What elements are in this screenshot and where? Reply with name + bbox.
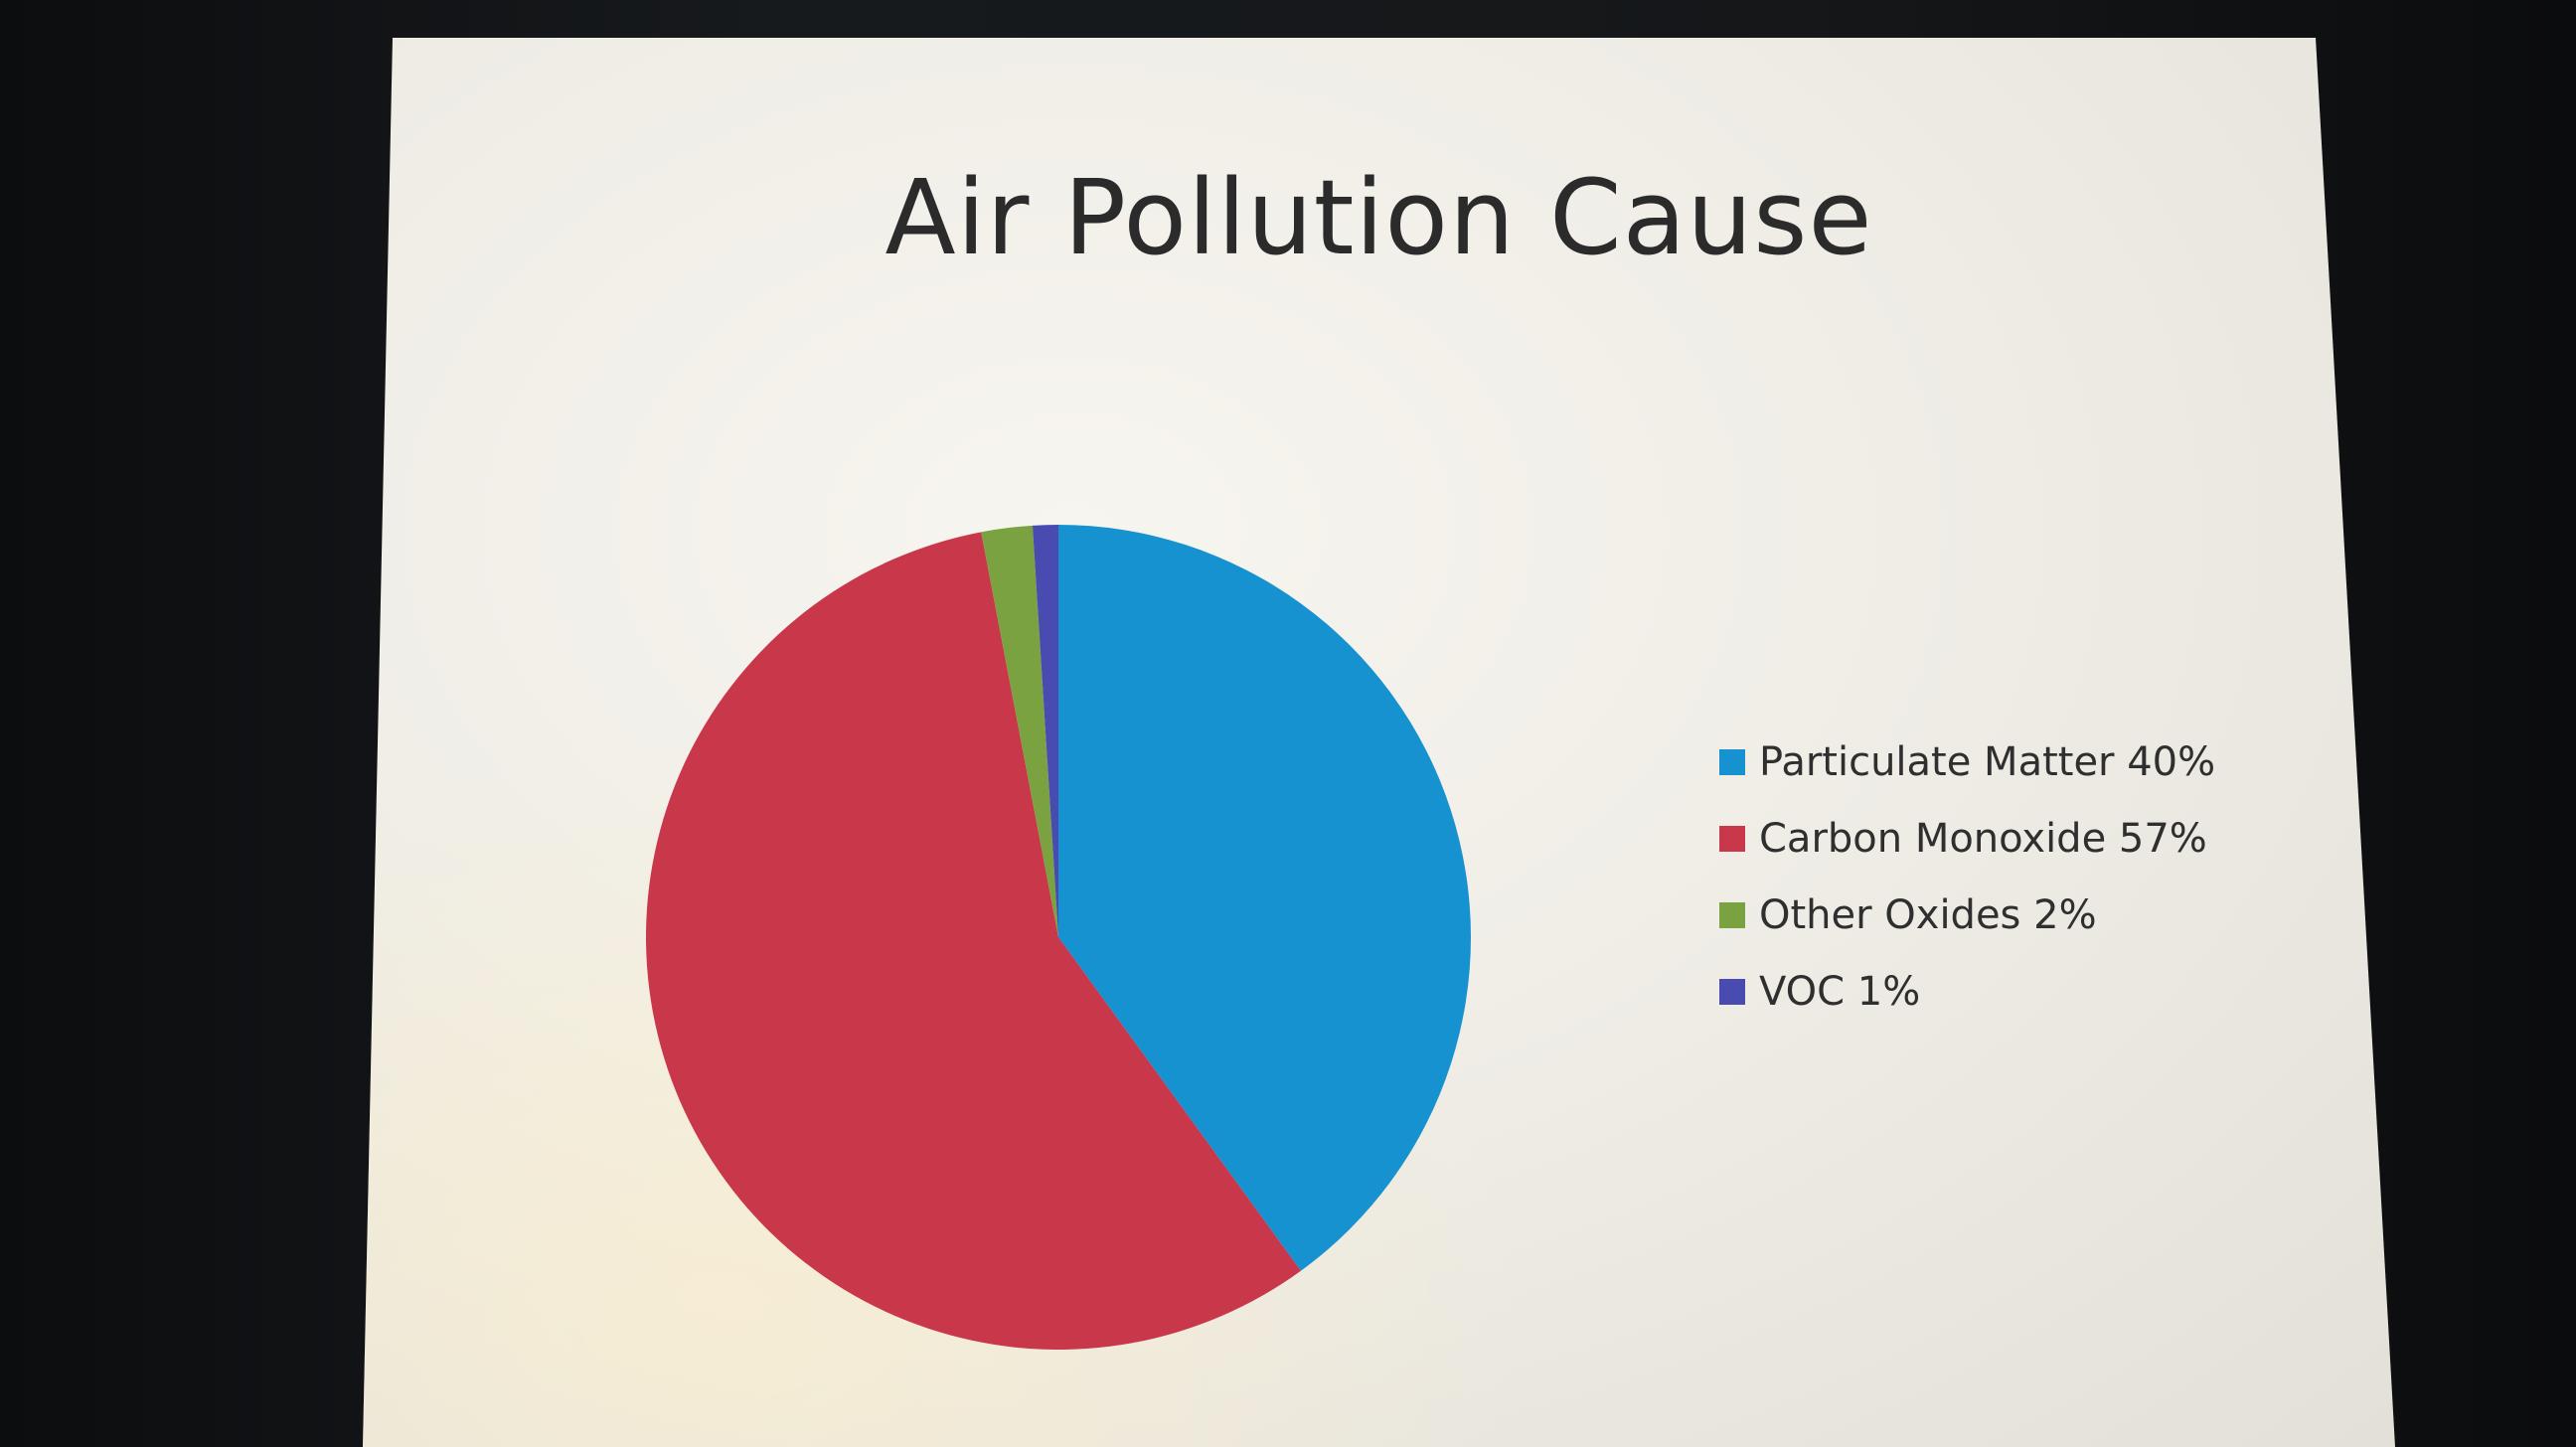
legend-label: VOC 1% [1759, 968, 1921, 1015]
legend-swatch [1719, 901, 1745, 928]
legend-label: Carbon Monoxide 57% [1759, 815, 2207, 862]
legend-item: Particulate Matter 40% [1719, 724, 2215, 800]
legend-swatch [1719, 978, 1745, 1005]
legend-swatch [1719, 825, 1745, 852]
legend-item: Other Oxides 2% [1719, 877, 2215, 953]
pie-chart [646, 525, 1472, 1350]
pie-slice [981, 525, 1058, 937]
pie-slice [1058, 525, 1472, 1271]
presentation-slide: Air Pollution Cause Particulate Matter 4… [363, 38, 2395, 1447]
legend-item: VOC 1% [1719, 953, 2215, 1030]
legend-item: Carbon Monoxide 57% [1719, 800, 2215, 877]
pie-slice [1032, 525, 1058, 937]
pie-slice [646, 532, 1301, 1350]
legend-label: Other Oxides 2% [1759, 891, 2097, 938]
legend-swatch [1719, 748, 1745, 775]
chart-legend: Particulate Matter 40% Carbon Monoxide 5… [1719, 724, 2215, 1030]
chart-title: Air Pollution Cause [885, 157, 1873, 278]
legend-label: Particulate Matter 40% [1759, 738, 2216, 785]
